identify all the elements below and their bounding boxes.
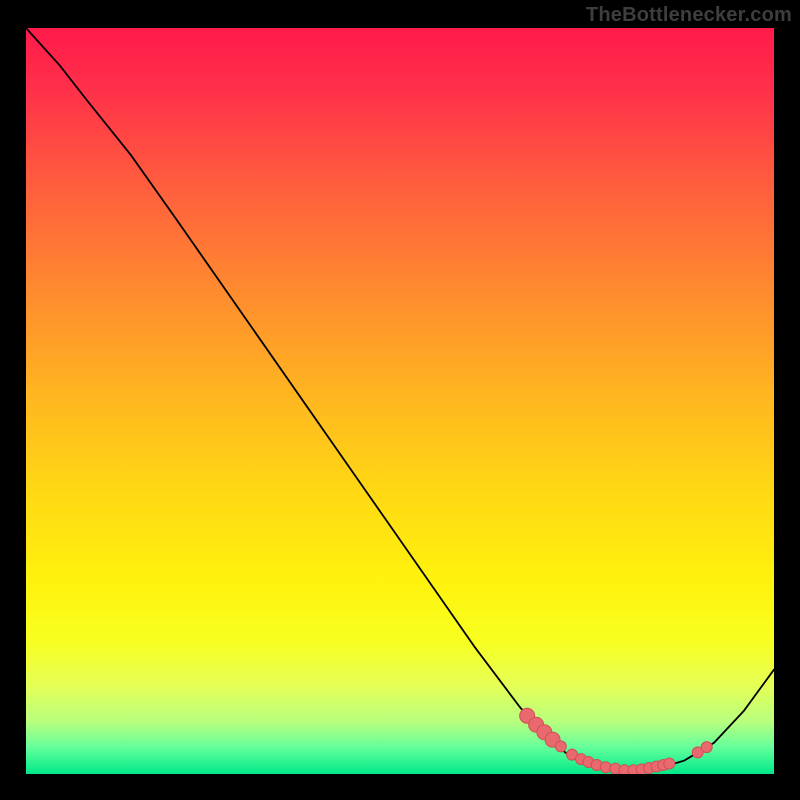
curve-marker xyxy=(664,758,675,769)
chart-frame: TheBottlenecker.com xyxy=(0,0,800,800)
curve-marker xyxy=(555,741,566,752)
chart-svg xyxy=(26,28,774,774)
chart-background xyxy=(26,28,774,774)
curve-marker xyxy=(701,742,712,753)
watermark-text: TheBottlenecker.com xyxy=(586,4,792,27)
curve-marker xyxy=(600,762,611,773)
plot-area xyxy=(26,28,774,774)
